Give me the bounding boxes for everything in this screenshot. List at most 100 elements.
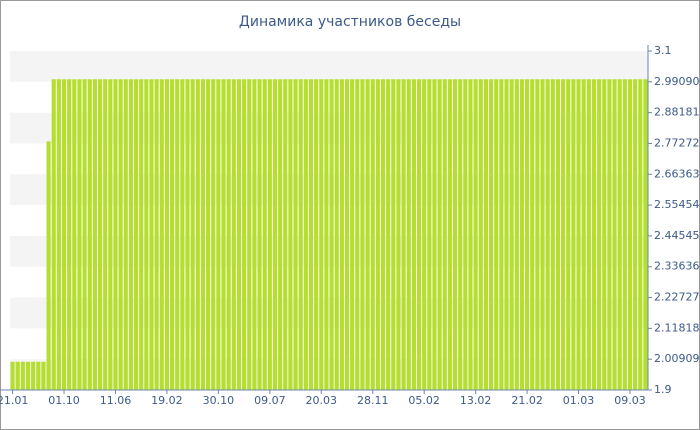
x-tick-label: 21.01 xyxy=(0,394,28,407)
bar xyxy=(627,79,633,390)
bar xyxy=(638,79,643,390)
bar xyxy=(128,79,133,390)
x-tick-label: 09.07 xyxy=(254,394,286,407)
bar xyxy=(149,79,154,390)
bar xyxy=(226,79,231,390)
bar xyxy=(504,79,509,390)
bar xyxy=(437,79,442,390)
bar xyxy=(422,79,427,390)
bar xyxy=(401,79,406,390)
bar xyxy=(97,79,103,390)
bar xyxy=(133,79,139,390)
bar xyxy=(154,79,159,390)
bar xyxy=(77,79,82,390)
bar xyxy=(550,79,555,390)
bar xyxy=(617,79,622,390)
y-tick-label: 2.00909 xyxy=(654,352,700,365)
y-tick-label: 2.44545 xyxy=(654,229,700,242)
bar xyxy=(535,79,540,390)
bar xyxy=(175,79,180,390)
y-tick-label: 2.88181 xyxy=(654,106,700,119)
bar xyxy=(272,79,278,390)
bar xyxy=(597,79,602,390)
bar xyxy=(566,79,571,390)
bar xyxy=(514,79,519,390)
bar xyxy=(612,79,617,390)
bar xyxy=(622,79,627,390)
bar xyxy=(262,79,267,390)
bar xyxy=(195,79,200,390)
bar xyxy=(144,79,149,390)
bar xyxy=(231,79,236,390)
bar xyxy=(20,361,25,390)
bar xyxy=(391,79,396,390)
bar xyxy=(442,79,447,390)
bar xyxy=(602,79,607,390)
bar xyxy=(329,79,334,390)
bar xyxy=(375,79,380,390)
x-tick-label: 01.10 xyxy=(48,394,80,407)
bar xyxy=(87,79,92,390)
bar xyxy=(458,79,463,390)
bar xyxy=(607,79,612,390)
bar xyxy=(411,79,416,390)
bar xyxy=(247,79,252,390)
bar xyxy=(180,79,185,390)
x-tick-label: 21.02 xyxy=(511,394,543,407)
bar xyxy=(530,79,535,390)
bar xyxy=(396,79,401,390)
bar xyxy=(139,79,144,390)
bar xyxy=(31,361,36,390)
x-tick-label: 13.02 xyxy=(460,394,492,407)
bar xyxy=(555,79,561,390)
bar xyxy=(406,79,411,390)
grid-band xyxy=(10,51,648,82)
bar xyxy=(489,79,494,390)
bar xyxy=(123,79,128,390)
bar xyxy=(463,79,468,390)
bar xyxy=(586,79,591,390)
bar xyxy=(278,79,283,390)
bar xyxy=(25,361,31,390)
bar xyxy=(540,79,545,390)
bar xyxy=(298,79,303,390)
bar xyxy=(118,79,123,390)
bar xyxy=(216,79,221,390)
bar xyxy=(303,79,308,390)
y-tick-label: 2.77272 xyxy=(654,136,700,149)
x-tick-label: 09.03 xyxy=(614,394,646,407)
bar xyxy=(509,79,514,390)
bar xyxy=(643,79,648,390)
bar xyxy=(478,79,483,390)
bar xyxy=(483,79,488,390)
bar xyxy=(67,79,72,390)
y-tick-label: 2.11818 xyxy=(654,321,700,334)
y-tick-label: 3.1 xyxy=(654,44,672,57)
bar xyxy=(257,79,262,390)
bar xyxy=(386,79,391,390)
bar xyxy=(56,79,61,390)
bar xyxy=(571,79,576,390)
bar xyxy=(339,79,344,390)
chart-title: Динамика участников беседы xyxy=(239,14,461,30)
x-tick-label: 11.06 xyxy=(100,394,132,407)
bar xyxy=(92,79,97,390)
bar xyxy=(61,79,67,390)
x-tick-label: 05.02 xyxy=(408,394,440,407)
bar xyxy=(447,79,452,390)
bar xyxy=(499,79,504,390)
y-tick-label: 2.55454 xyxy=(654,198,700,211)
bar xyxy=(10,361,15,390)
bar xyxy=(432,79,437,390)
bar xyxy=(200,79,206,390)
bar xyxy=(452,79,458,390)
x-tick-label: 20.03 xyxy=(306,394,338,407)
bar xyxy=(365,79,370,390)
bar xyxy=(46,141,51,390)
bar xyxy=(288,79,293,390)
y-tick-label: 2.66363 xyxy=(654,167,700,180)
bar xyxy=(360,79,365,390)
x-tick-label: 28.11 xyxy=(357,394,389,407)
